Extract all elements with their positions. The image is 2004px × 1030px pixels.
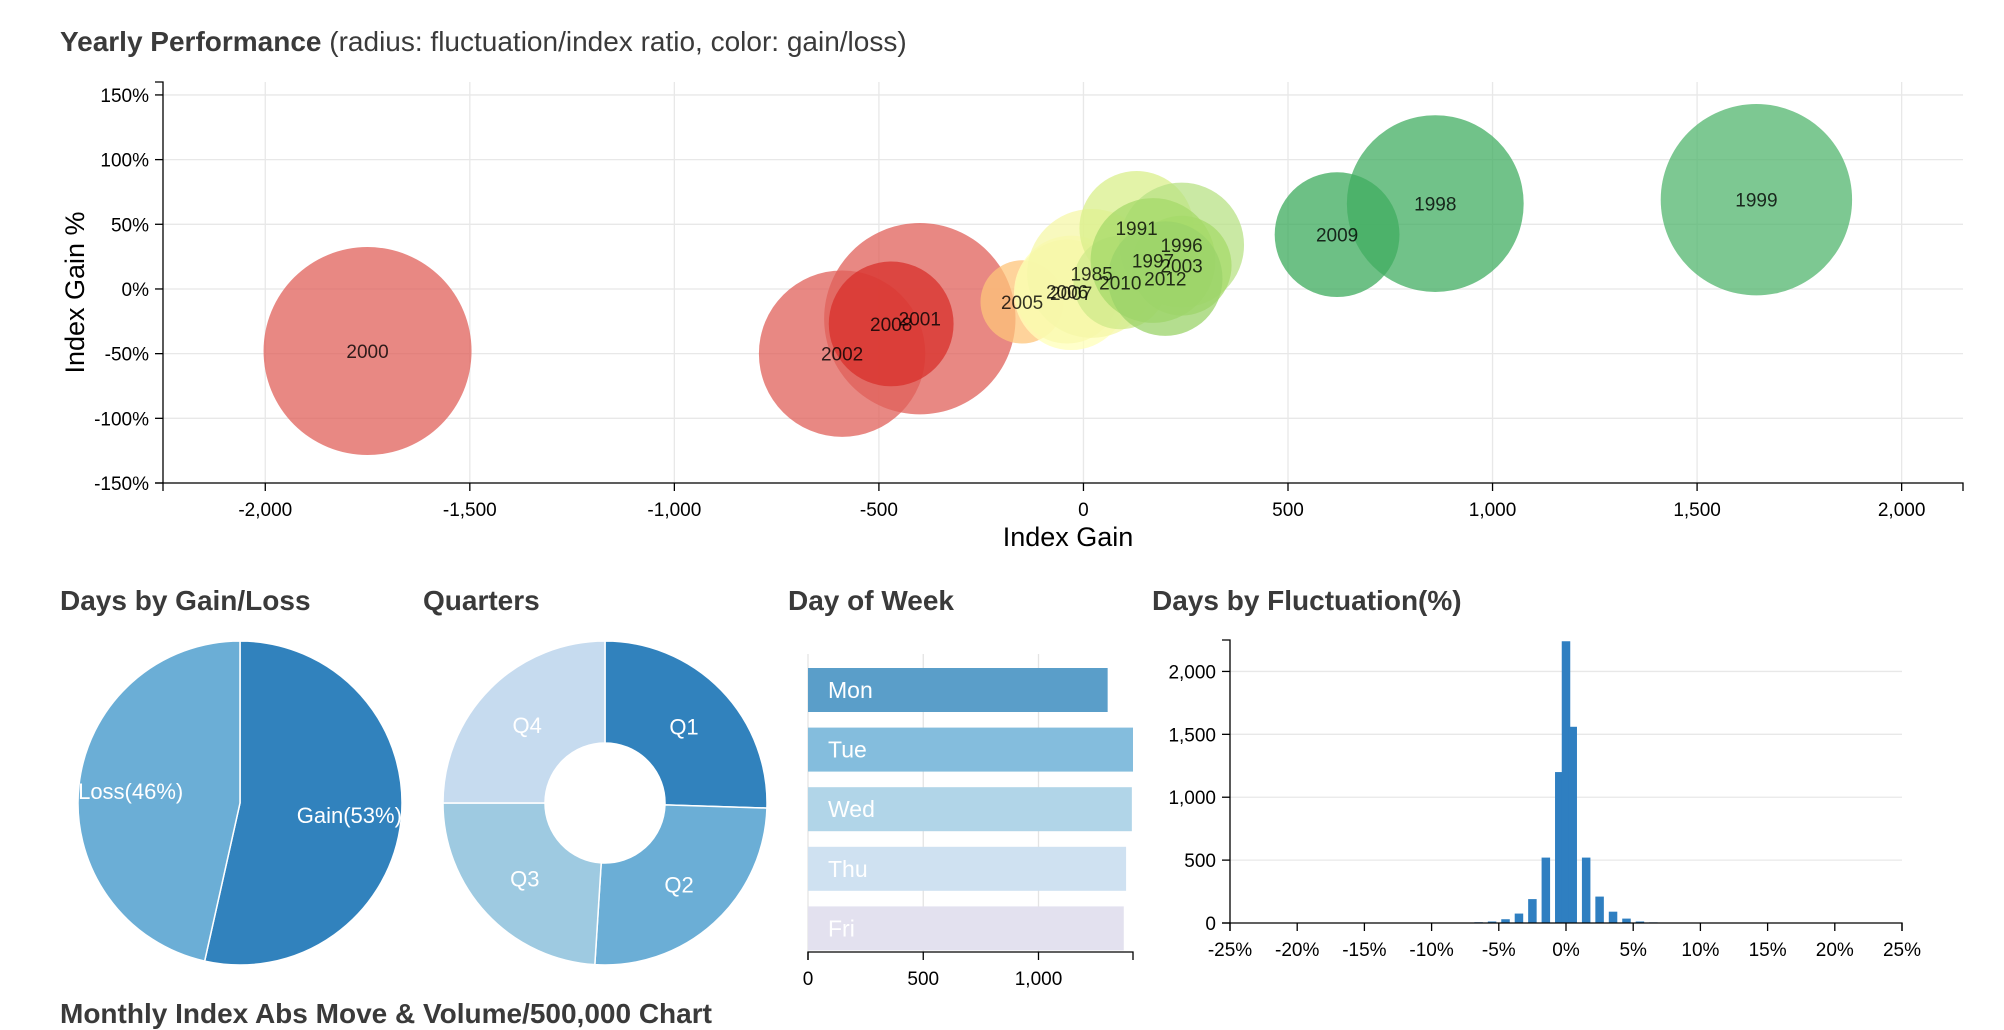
fluctuation-x-tick-label: -25% [1208,940,1252,961]
fluctuation-x-tick-label: -10% [1409,940,1453,961]
yearly-x-tick-label: 500 [1272,500,1304,521]
fluctuation-y-tick-label: 2,000 [1168,662,1216,683]
gainloss-pie-slice-label: Gain(53%) [297,803,402,828]
quarters-donut-slice-label: Q3 [510,866,539,891]
fluctuation-x-tick-label: 25% [1883,940,1921,961]
fluctuation-x-tick-label: -5% [1482,940,1516,961]
yearly-x-tick-label: -500 [860,500,898,521]
yearly-y-tick-label: 150% [100,86,149,107]
fluctuation-bar [1528,899,1537,923]
fluctuation-y-tick-label: 1,500 [1168,725,1216,746]
yearly-x-tick-label: 2,000 [1878,500,1926,521]
dayofweek-bar-label-tue: Tue [828,737,867,763]
bubble-label-2006: 2006 [1046,283,1088,304]
yearly-x-tick-label: 1,000 [1469,500,1517,521]
dayofweek-x-tick-label: 1,000 [1015,969,1063,990]
quarters-donut-slice-label: Q4 [513,713,542,738]
yearly-x-tick-label: -2,000 [238,500,292,521]
fluctuation-x-tick-label: 20% [1816,940,1854,961]
dayofweek-bar-label-wed: Wed [828,796,875,822]
dayofweek-x-tick-label: 500 [907,969,939,990]
yearly-x-tick-label: 1,500 [1673,500,1721,521]
gainloss-pie-slice-label: Loss(46%) [78,779,183,804]
dayofweek-bar-fri [808,906,1124,950]
yearly-y-tick-label: -100% [94,409,149,430]
fluctuation-y-tick-label: 1,000 [1168,788,1216,809]
bubble-label-2000: 2000 [346,342,388,363]
dayofweek-x-axis [808,952,1133,960]
fluctuation-bar [1568,727,1577,923]
bubble-label-2009: 2009 [1316,226,1358,247]
fluctuation-bar [1622,919,1631,923]
fluctuation-x-tick-label: 0% [1552,940,1580,961]
fluctuation-x-tick-label: 15% [1749,940,1787,961]
yearly-y-tick-label: 0% [122,280,150,301]
yearly-x-tick-label: -1,500 [443,500,497,521]
bubble-label-1991: 1991 [1115,219,1157,240]
quarters-donut-slice-label: Q1 [669,714,698,739]
fluctuation-x-tick-label: 10% [1681,940,1719,961]
yearly-y-axis-title: Index Gain % [60,211,90,373]
bubble-label-2005: 2005 [1001,293,1043,314]
bubble-label-2008: 2008 [870,315,912,336]
fluctuation-bar [1582,858,1591,923]
fluctuation-x-tick-label: 5% [1619,940,1647,961]
fluctuation-x-tick-label: -20% [1275,940,1319,961]
yearly-y-tick-label: -150% [94,474,149,495]
quarters-donut-slice-label: Q2 [664,872,693,897]
dayofweek-bar-label-fri: Fri [828,915,855,941]
bubble-label-2002: 2002 [821,345,863,366]
fluctuation-bar [1595,897,1604,923]
fluctuation-chart: 0 500 1,000 1,500 2,000 -25% -20% -15% -10% -5% 0%… [1168,640,1921,961]
fluctuation-bar [1542,858,1551,923]
yearly-x-tick-label: -1,000 [647,500,701,521]
fluctuation-y-axis-line [1222,640,1230,923]
dayofweek-bar-label-mon: Mon [828,677,873,703]
fluctuation-bar [1609,912,1618,923]
bubble-label-2012: 2012 [1144,270,1186,291]
gainloss-pie: Gain(53%) Loss(46%) [78,641,402,965]
yearly-y-tick-label: 50% [111,215,149,236]
yearly-y-axis-line [155,82,163,483]
dayofweek-chart: Mon Tue Wed Thu Fri 0 500 1,000 [803,654,1133,990]
bubble-label-2010: 2010 [1099,274,1141,295]
fluctuation-y-tick-label: 500 [1184,851,1216,872]
fluctuation-x-tick-label: -15% [1342,940,1386,961]
fluctuation-y-tick-label: 0 [1205,914,1216,935]
bubble-label-1998: 1998 [1414,195,1456,216]
fluctuation-bar [1515,914,1524,923]
dayofweek-x-axis-line [808,952,1133,960]
quarters-donut: Q1 Q2 Q3 Q4 [443,641,767,965]
yearly-x-axis-title: Index Gain [1003,522,1134,552]
yearly-y-tick-label: -50% [105,345,149,366]
yearly-x-axis-line [163,483,1963,491]
yearly-y-tick-label: 100% [100,151,149,172]
bubble-label-1999: 1999 [1735,191,1777,212]
yearly-chart: 150% 100% 50% 0% -50% -100% -150% -2,000 -1,500 -… [60,82,1963,552]
dayofweek-bar-label-thu: Thu [828,856,868,882]
dayofweek-x-tick-label: 0 [803,969,814,990]
yearly-x-tick-label: 0 [1078,500,1089,521]
